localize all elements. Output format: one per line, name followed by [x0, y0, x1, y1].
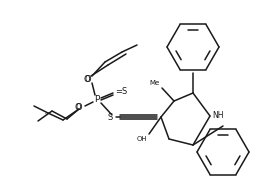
- Text: OH: OH: [136, 136, 147, 142]
- Text: S: S: [108, 112, 113, 122]
- Text: Me: Me: [150, 80, 160, 86]
- Text: O: O: [83, 74, 90, 84]
- Text: ethyl: ethyl: [45, 112, 49, 114]
- Text: O: O: [74, 104, 81, 112]
- Text: O: O: [84, 74, 91, 84]
- Text: =S: =S: [115, 88, 127, 97]
- Text: NH: NH: [212, 112, 223, 121]
- Text: O: O: [75, 104, 82, 112]
- Text: P: P: [94, 94, 100, 104]
